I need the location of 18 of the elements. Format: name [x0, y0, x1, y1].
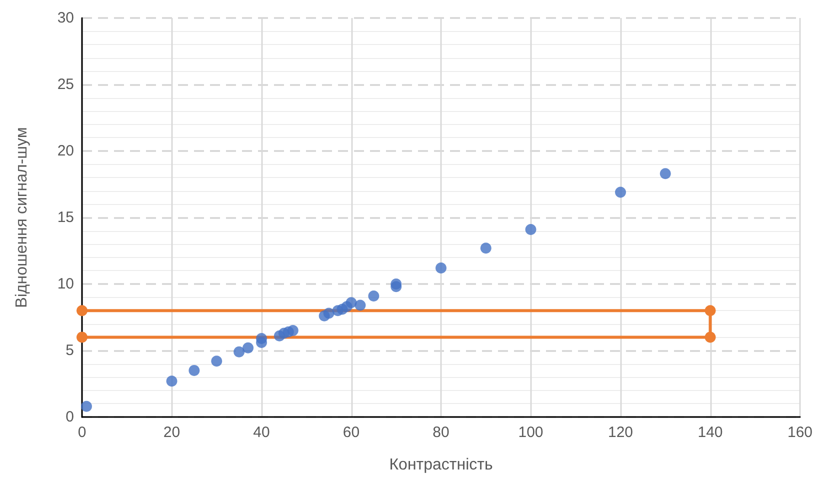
y-axis-title: Відношення сигнал-шум [14, 127, 30, 308]
y-tick-label: 0 [66, 408, 74, 426]
y-tick-label: 5 [66, 342, 74, 359]
x-tick-label: 120 [608, 424, 634, 441]
y-tick-label: 15 [57, 209, 74, 226]
x-tick-label: 0 [78, 424, 86, 441]
y-tick-label: 20 [57, 142, 74, 160]
x-tick-label: 60 [342, 424, 360, 441]
x-tick-label: 20 [163, 424, 180, 441]
x-tick-label: 140 [698, 424, 723, 441]
x-tick-label: 160 [787, 424, 813, 441]
x-tick-label: 40 [253, 424, 270, 441]
y-tick-label: 10 [57, 276, 74, 292]
y-tick-label: 25 [57, 76, 74, 93]
x-tick-label: 100 [518, 424, 544, 441]
y-tick-label: 30 [57, 10, 74, 26]
x-axis-title: Контрастність [389, 456, 493, 474]
x-tick-label: 80 [432, 424, 450, 441]
